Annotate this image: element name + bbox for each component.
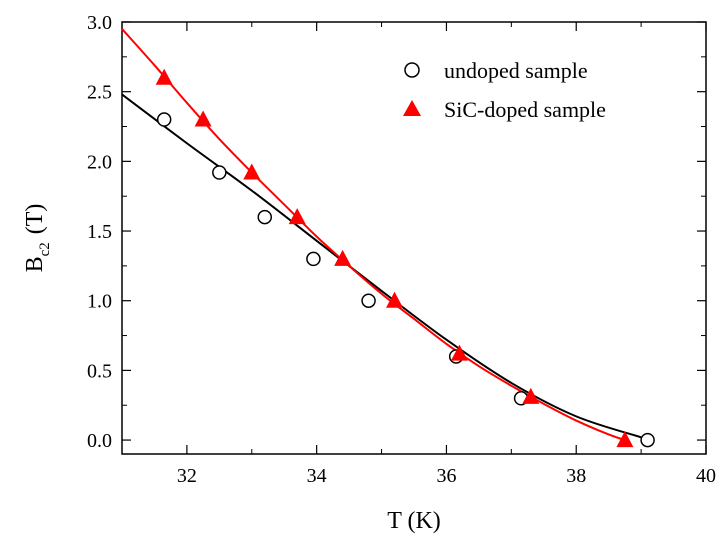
fit-curve-series-1	[121, 28, 626, 442]
y-tick-label: 1.5	[87, 221, 112, 243]
y-tick-label: 1.0	[87, 291, 112, 313]
y-tick-label: 2.5	[87, 82, 112, 104]
data-point-undoped	[156, 112, 172, 127]
data-point-sic-doped	[243, 163, 261, 180]
data-point-undoped	[361, 293, 376, 308]
data-point-sic-doped	[616, 431, 634, 448]
x-tick-label: 38	[566, 465, 586, 487]
y-axis-title-unit: (T)	[22, 204, 48, 235]
data-point-sic-doped	[450, 344, 468, 361]
data-point-sic-doped	[155, 68, 173, 85]
axis-ticks: 32 34 36 38 40 0.0 0.5 1.0 1.5 2.0 2.5 3.0	[87, 12, 716, 487]
plot-frame	[121, 21, 707, 455]
data-point-undoped	[257, 209, 273, 225]
y-tick-label: 0.5	[87, 360, 112, 382]
y-axis-title-subscript: c2	[37, 242, 53, 256]
legend-marker-undoped	[404, 62, 420, 78]
y-tick-label: 2.0	[87, 151, 112, 173]
y-axis-title-main: B	[22, 256, 48, 272]
legend-marker-sic-doped	[403, 100, 421, 116]
data-markers	[155, 68, 655, 448]
data-point-undoped	[212, 165, 227, 180]
data-point-undoped	[306, 251, 321, 267]
legend-label-undoped: undoped sample	[444, 58, 588, 83]
data-point-sic-doped	[194, 110, 212, 127]
data-point-sic-doped	[334, 249, 352, 266]
legend-label-sic-doped: SiC-doped sample	[444, 97, 606, 122]
x-tick-label: 34	[307, 465, 327, 487]
x-tick-label: 40	[696, 465, 716, 487]
data-point-sic-doped	[288, 208, 306, 225]
data-point-undoped	[640, 432, 655, 448]
y-axis-title: Bc2 (T)	[22, 204, 53, 273]
y-tick-label: 3.0	[87, 12, 112, 34]
x-axis-title: T (K)	[387, 508, 441, 534]
legend: undoped sample SiC-doped sample	[403, 58, 606, 122]
fit-curves	[121, 28, 642, 442]
data-point-sic-doped	[386, 291, 404, 308]
x-tick-label: 36	[436, 465, 456, 487]
y-tick-label: 0.0	[87, 430, 112, 452]
data-point-sic-doped	[522, 387, 540, 404]
x-tick-label: 32	[177, 465, 197, 487]
fit-curve-series-0	[121, 93, 642, 439]
